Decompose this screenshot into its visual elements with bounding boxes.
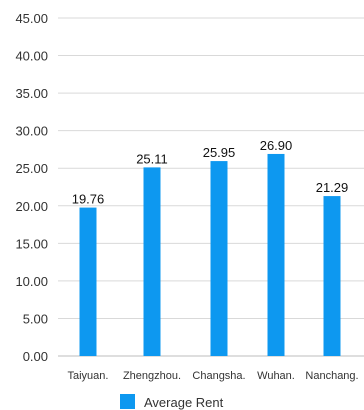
bar (323, 196, 341, 356)
y-tick-label: 45.00 (15, 11, 48, 26)
category-label: Changsha. (192, 370, 245, 382)
y-tick-label: 5.00 (23, 311, 48, 326)
data-labels: 19.76 25.11 25.95 26.90 21.29 (72, 138, 349, 207)
y-tick-label: 25.00 (15, 161, 48, 176)
x-axis-category-labels: Taiyuan. Zhengzhou. Changsha. Wuhan. Nanchan… (68, 370, 359, 382)
bar (79, 207, 97, 356)
category-label: Nanchang. (305, 370, 358, 382)
bar (210, 161, 228, 356)
category-label: Zhengzhou. (123, 370, 181, 382)
data-label: 19.76 (72, 192, 105, 207)
bars (79, 153, 341, 356)
y-tick-label: 10.00 (15, 274, 48, 289)
data-label: 25.11 (136, 151, 168, 166)
category-label: Wuhan. (257, 370, 295, 382)
legend-label-average-rent: Average Rent (144, 395, 224, 410)
y-tick-label: 40.00 (15, 49, 48, 64)
category-label: Taiyuan. (68, 370, 109, 382)
data-label: 26.90 (260, 138, 293, 153)
y-tick-label: 35.00 (15, 86, 48, 101)
y-tick-label: 30.00 (15, 124, 48, 139)
y-tick-label: 20.00 (15, 199, 48, 214)
legend: Average Rent (120, 394, 224, 410)
y-tick-label: 15.00 (15, 236, 48, 251)
bar (267, 153, 285, 356)
y-axis-tick-labels: 0.00 5.00 10.00 15.00 20.00 25.00 30.00 35.00 40… (15, 11, 48, 364)
data-label: 25.95 (203, 145, 236, 160)
y-tick-label: 0.00 (23, 349, 48, 364)
legend-swatch-average-rent (120, 394, 135, 409)
bar (143, 167, 161, 356)
data-label: 21.29 (316, 180, 349, 195)
